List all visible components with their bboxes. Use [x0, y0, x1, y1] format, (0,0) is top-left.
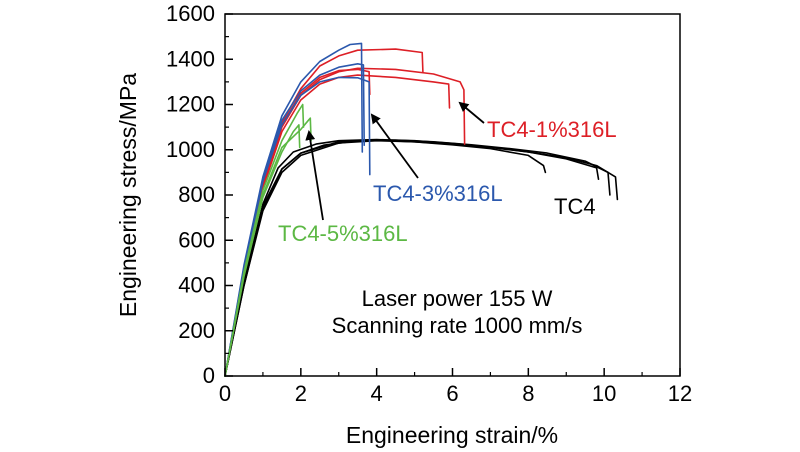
y-tick-label: 1000	[166, 137, 215, 162]
x-tick-label: 0	[219, 381, 231, 406]
y-tick-label: 0	[203, 363, 215, 388]
x-tick-label: 10	[592, 381, 616, 406]
arrow-to-tc4-5-316l	[305, 130, 324, 221]
annotation-laser-power: Laser power 155 W	[362, 286, 553, 311]
y-axis-label: Engineering stress/MPa	[115, 73, 141, 317]
y-tick-label: 600	[178, 227, 215, 252]
series-labels: TC4-1%316L TC4-3%316L TC4 TC4-5%316L	[278, 117, 617, 246]
arrow-to-tc4-1-316l	[458, 101, 485, 124]
x-tick-label: 6	[446, 381, 458, 406]
y-tick-label: 800	[178, 182, 215, 207]
series-label-tc4-5-316l: TC4-5%316L	[278, 221, 408, 246]
series-curve-tc4-5-316l	[224, 124, 301, 377]
plot-curves	[224, 42, 619, 377]
series-label-tc4: TC4	[554, 194, 596, 219]
series-curve-tc4	[224, 139, 600, 377]
series-label-tc4-1-316l: TC4-1%316L	[487, 117, 617, 142]
x-tick-label: 2	[295, 381, 307, 406]
x-axis: 0 2 4 6 8 10 12	[219, 368, 692, 406]
y-tick-label: 200	[178, 318, 215, 343]
y-tick-label: 1600	[166, 1, 215, 26]
series-curve-tc4	[224, 139, 611, 377]
y-tick-label: 400	[178, 273, 215, 298]
series-curve-tc4-3-316l	[224, 76, 371, 377]
series-curve-tc4	[224, 138, 619, 377]
y-tick-label: 1400	[166, 46, 215, 71]
y-axis: 0 200 400 600 800 1000 1200 1400 1600	[166, 1, 233, 388]
annotation-arrows	[305, 101, 485, 221]
series-curve-tc4	[224, 139, 547, 377]
arrow-to-tc4-3-316l	[370, 113, 419, 179]
x-tick-label: 8	[522, 381, 534, 406]
annotation-scanning-rate: Scanning rate 1000 mm/s	[332, 313, 583, 338]
series-label-tc4-3-316l: TC4-3%316L	[373, 181, 503, 206]
x-axis-label: Engineering strain/%	[346, 422, 558, 448]
x-tick-label: 12	[668, 381, 692, 406]
y-tick-label: 1200	[166, 92, 215, 117]
x-tick-label: 4	[371, 381, 383, 406]
